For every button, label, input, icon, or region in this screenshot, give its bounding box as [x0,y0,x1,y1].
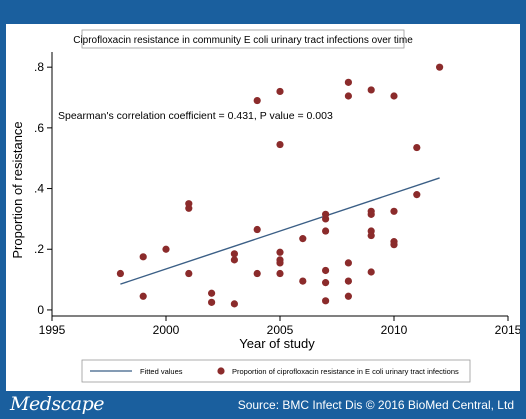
data-point [139,292,147,300]
data-point [276,269,284,278]
data-point [322,266,330,275]
data-point [208,289,216,297]
data-point [367,231,375,240]
y-tick-label: .6 [34,121,44,135]
legend-box [81,359,471,383]
data-point [230,256,238,264]
legend-point-swatch [217,367,225,375]
x-tick-label: 2010 [381,323,408,337]
x-tick-label: 2015 [495,323,520,337]
data-point [322,297,330,305]
y-axis-title: Proportion of resistance [10,121,25,258]
x-tick-label: 2000 [153,323,180,337]
data-point [367,210,375,218]
y-tick-label: .8 [34,60,44,74]
data-point [185,204,193,212]
chart-panel: Ciprofloxacin resistance in community E … [6,24,520,391]
data-point [390,92,398,100]
data-point [276,248,284,256]
fit-line-layer [120,177,440,285]
x-axis-title: Year of study [239,336,315,351]
ticks-layer: 0 .2 .4 .6 .8 1995 2000 2005 2010 2015 [34,60,520,337]
data-point [253,96,261,105]
data-point [139,253,147,261]
data-point [367,268,375,276]
legend-fitted-label: Fitted values [140,367,183,376]
source-credit: Source: BMC Infect Dis © 2016 BioMed Cen… [237,398,514,412]
data-point [322,279,330,287]
data-point [116,269,124,278]
data-point [208,298,216,306]
data-point [276,140,284,149]
data-point [390,207,398,215]
chart-title: Ciprofloxacin resistance in community E … [73,35,413,46]
y-tick-label: .4 [34,182,44,196]
data-point [413,191,421,199]
data-point [344,292,352,300]
data-point [322,215,330,223]
x-tick-label: 2005 [267,323,294,337]
y-tick-label: .2 [34,242,44,256]
spearman-annotation: Spearman's correlation coefficient = 0.4… [58,110,333,122]
x-tick-label: 1995 [39,323,66,337]
data-point [322,227,330,235]
data-point [390,241,398,249]
data-point [436,63,444,71]
points-layer [116,63,444,308]
data-point [367,86,375,94]
y-tick-label: 0 [37,303,44,317]
data-point [185,269,193,278]
scatter-chart: Ciprofloxacin resistance in community E … [10,29,520,383]
footer-bar: Medscape Source: BMC Infect Dis © 2016 B… [0,392,526,419]
data-point [299,277,307,285]
data-point [253,225,261,234]
data-point [344,92,352,100]
top-stripe [0,0,526,22]
data-point [299,235,307,243]
data-point [413,143,421,152]
legend-points-label: Proportion of ciprofloxacin resistance i… [232,367,459,376]
fitted-line [120,177,440,285]
data-point [276,87,284,96]
data-point [344,78,352,86]
data-point [253,269,261,278]
data-point [162,245,170,253]
title-box [81,29,405,49]
data-point [230,250,238,258]
data-point [230,300,238,308]
data-point [276,259,284,267]
medscape-logo: Medscape [10,393,105,415]
data-point [344,259,352,267]
data-point [344,277,352,285]
